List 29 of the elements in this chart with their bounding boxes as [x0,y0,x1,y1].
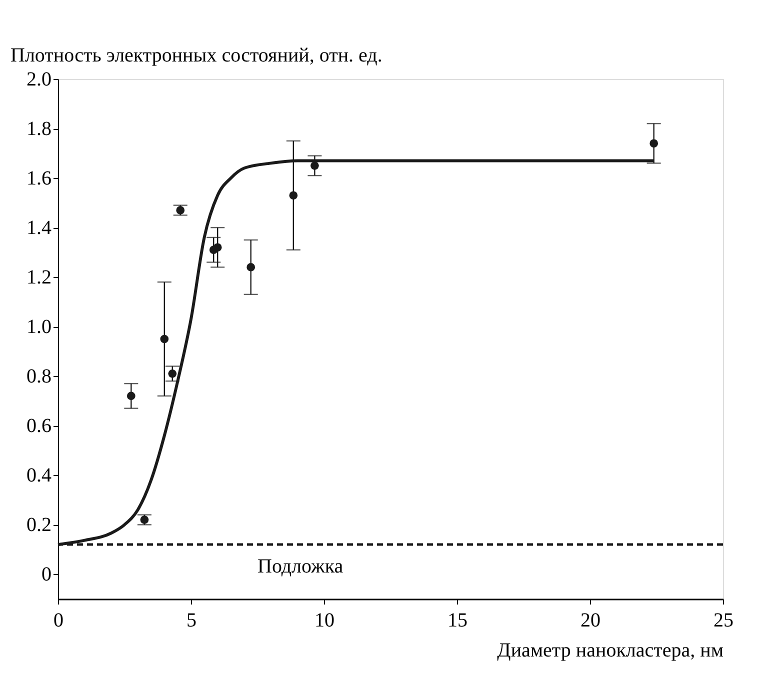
x-tick-label: 10 [314,610,334,632]
y-tick-label: 0.4 [26,464,52,487]
y-tick-label: 1.4 [26,217,52,240]
point [126,392,136,400]
y-tick-label: 2.0 [26,68,52,90]
point [160,334,169,344]
point [650,139,658,148]
point [176,206,185,214]
ref-line-label: Подложка [258,556,344,578]
y-axis-title: Плотность электронных состояний, отн. ед. [10,44,382,66]
y-tick-label: 1.6 [26,168,52,190]
y-tick-label: 0.2 [26,514,52,536]
x-axis-title: Диаметр нанокластера, нм [497,640,724,662]
point [140,516,149,524]
y-tick-label: 1.0 [26,316,52,338]
point [246,263,256,272]
x-tick-label: 15 [448,610,468,632]
y-tick-label: 1.2 [26,266,52,289]
x-tick-label: 5 [186,610,196,632]
x-tick-label: 20 [580,610,600,632]
y-tick-label: 0 [42,564,52,586]
point [310,161,319,170]
y-tick-label: 0.8 [26,366,52,388]
point [168,369,177,378]
y-tick-label: 1.8 [26,118,52,140]
point [213,243,222,252]
point [289,191,298,200]
x-tick-label: 25 [714,610,734,632]
y-tick-label: 0.6 [26,415,52,438]
